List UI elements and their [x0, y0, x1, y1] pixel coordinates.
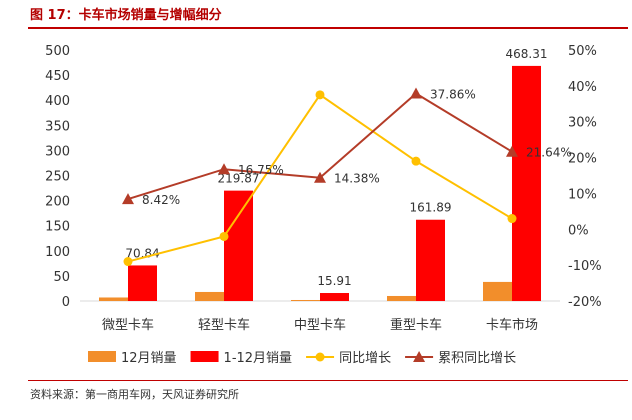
y-right-tick-label: 20% — [568, 152, 597, 167]
line-point — [506, 145, 518, 157]
legend-swatch — [88, 351, 116, 362]
line-point — [507, 214, 517, 224]
y-right-tick-label: 10% — [568, 187, 597, 202]
source-note: 资料来源：第一商用车网，天风证券研究所 — [30, 388, 239, 401]
legend-label: 1-12月销量 — [224, 351, 293, 366]
bar-value-label: 70.84 — [125, 246, 159, 260]
x-tick-label: 轻型卡车 — [198, 317, 250, 333]
bar — [291, 299, 320, 301]
y-left-tick-label: 400 — [45, 94, 70, 109]
y-right-tick-label: 50% — [568, 44, 597, 59]
y-left-tick-label: 200 — [45, 195, 70, 210]
y-left-tick-label: 100 — [45, 245, 70, 260]
bar — [99, 297, 128, 301]
line-value-label: 16.75% — [238, 163, 284, 177]
y-left-tick-label: 150 — [45, 220, 70, 235]
legend-label: 同比增长 — [339, 351, 391, 366]
x-tick-label: 重型卡车 — [390, 317, 442, 333]
bar — [512, 65, 541, 301]
truck-sales-chart: 0 50 100 150 200 250 300 350 400 450 500 -20% -10% 0%… — [45, 44, 602, 366]
legend-marker — [315, 352, 325, 362]
line-value-label: 37.86% — [430, 88, 476, 102]
bar — [387, 295, 416, 301]
legend-marker — [413, 351, 426, 362]
bar-value-label: 15.91 — [317, 274, 351, 288]
title-divider — [28, 27, 628, 29]
bar — [483, 281, 512, 301]
legend-swatch — [190, 351, 219, 362]
line-point — [411, 156, 421, 166]
line-point — [410, 87, 422, 99]
bar — [224, 190, 253, 301]
bar-value-label: 219.87 — [218, 172, 260, 186]
line-point — [315, 90, 325, 100]
line-value-label: 8.42% — [142, 193, 180, 207]
y-right-tick-label: -20% — [568, 295, 602, 310]
line-value-label: 14.38% — [334, 172, 380, 186]
y-left-tick-label: 350 — [45, 119, 70, 134]
y-left-tick-label: 250 — [45, 170, 70, 185]
bar — [320, 293, 349, 301]
bar-value-label: 161.89 — [410, 201, 452, 215]
figure-title: 图 17：卡车市场销量与增幅细分 — [30, 8, 222, 23]
line-point — [123, 257, 133, 267]
source-divider — [28, 380, 628, 381]
y-right-tick-label: 30% — [568, 116, 597, 131]
line-point — [314, 171, 326, 183]
line-point — [122, 193, 134, 205]
x-tick-label: 卡车市场 — [486, 317, 538, 333]
y-left-tick-label: 0 — [62, 295, 70, 310]
bar — [128, 265, 157, 301]
legend-label: 12月销量 — [121, 351, 177, 366]
line-value-label: 21.64% — [526, 146, 572, 160]
y-right-tick-label: 40% — [568, 80, 597, 95]
y-left-tick-label: 50 — [53, 270, 70, 285]
line-point — [219, 231, 229, 241]
y-right-tick-label: 0% — [568, 223, 589, 238]
y-left-tick-label: 500 — [45, 44, 70, 59]
bar — [416, 219, 445, 301]
bar-value-label: 468.31 — [506, 47, 548, 61]
legend-label: 累积同比增长 — [438, 351, 516, 366]
bar — [195, 291, 224, 301]
x-tick-label: 中型卡车 — [294, 317, 346, 333]
y-right-tick-label: -10% — [568, 259, 602, 274]
y-left-tick-label: 300 — [45, 144, 70, 159]
x-tick-label: 微型卡车 — [102, 317, 154, 333]
y-left-tick-label: 450 — [45, 69, 70, 84]
line-point — [218, 163, 230, 175]
